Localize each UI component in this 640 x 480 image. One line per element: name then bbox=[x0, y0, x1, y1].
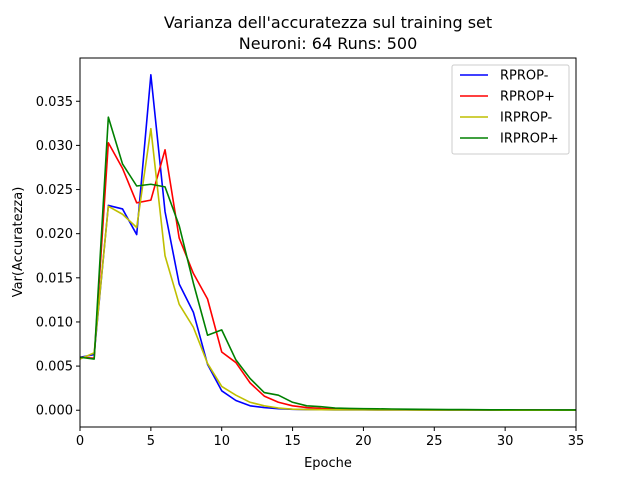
x-tick-label: 30 bbox=[497, 434, 514, 449]
x-axis-label: Epoche bbox=[304, 456, 352, 471]
y-axis-label: Var(Accuratezza) bbox=[11, 187, 26, 298]
x-tick-label: 35 bbox=[568, 434, 585, 449]
y-tick-label: 0.020 bbox=[36, 227, 73, 242]
x-tick-label: 25 bbox=[426, 434, 443, 449]
y-tick-label: 0.005 bbox=[36, 360, 73, 375]
y-tick-label: 0.030 bbox=[36, 139, 73, 154]
y-tick-label: 0.000 bbox=[36, 404, 73, 419]
series-line-3 bbox=[79, 116, 576, 411]
x-tick-label: 20 bbox=[355, 434, 372, 449]
series-line-1 bbox=[79, 141, 576, 411]
legend-label: RPROP- bbox=[500, 69, 549, 84]
legend-box bbox=[451, 64, 570, 155]
x-tick-label: 15 bbox=[284, 434, 301, 449]
x-tick-label: 5 bbox=[147, 434, 155, 449]
legend: RPROP- RPROP+ IRPROP- IRPROP+ bbox=[451, 64, 570, 155]
chart-title-line1: Varianza dell'accuratezza sul training s… bbox=[164, 13, 492, 32]
plot-frame bbox=[79, 57, 577, 428]
x-axis: 0 5 10 15 20 25 30 35 bbox=[76, 427, 584, 449]
plot-area bbox=[79, 73, 576, 411]
y-tick-label: 0.035 bbox=[36, 95, 73, 110]
legend-label: IRPROP+ bbox=[500, 132, 559, 147]
legend-label: IRPROP- bbox=[500, 111, 553, 126]
y-tick-label: 0.010 bbox=[36, 315, 73, 330]
y-tick-label: 0.025 bbox=[36, 183, 73, 198]
y-tick-label: 0.015 bbox=[36, 271, 73, 286]
x-tick-label: 0 bbox=[76, 434, 84, 449]
legend-label: RPROP+ bbox=[500, 90, 555, 105]
series-line-2 bbox=[79, 127, 576, 411]
x-tick-label: 10 bbox=[213, 434, 230, 449]
y-axis: 0.000 0.005 0.010 0.015 0.020 0.025 0.030 0.035 bbox=[36, 95, 80, 419]
chart-title-line2: Neuroni: 64 Runs: 500 bbox=[239, 34, 418, 53]
